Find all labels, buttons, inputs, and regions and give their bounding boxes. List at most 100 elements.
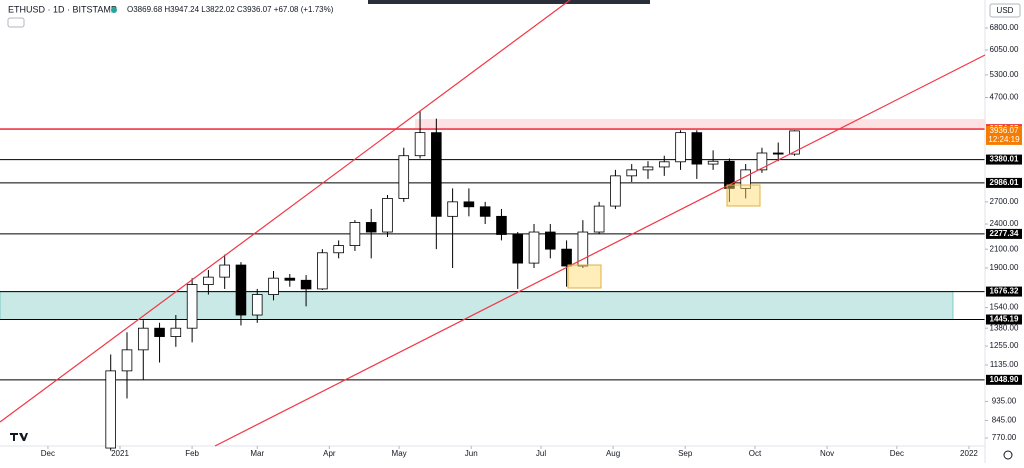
y-tick-label: 935.00 bbox=[992, 397, 1017, 406]
level-label-box bbox=[986, 374, 1022, 385]
candle-body bbox=[154, 327, 165, 337]
zones bbox=[0, 119, 985, 381]
top-bar bbox=[368, 0, 650, 4]
level-label: 1048.90 bbox=[990, 375, 1019, 384]
y-tick-label: 2100.00 bbox=[990, 244, 1019, 253]
candle-body bbox=[479, 206, 491, 217]
candle-body bbox=[447, 201, 458, 217]
candle-body bbox=[365, 222, 377, 233]
level-label-box bbox=[986, 314, 1022, 325]
candle-body bbox=[593, 205, 605, 233]
candle-body bbox=[675, 132, 686, 163]
y-tick-label: 1540.00 bbox=[990, 303, 1019, 312]
candle-body bbox=[382, 197, 393, 233]
level-label-box bbox=[986, 154, 1022, 165]
level-label: 1676.32 bbox=[990, 287, 1019, 296]
candle-body bbox=[707, 160, 719, 165]
x-tick-label: Dec bbox=[890, 449, 904, 458]
candle-body bbox=[317, 252, 328, 290]
axes: 3974.253380.012986.012277.341676.321445.… bbox=[41, 23, 1022, 458]
candle-body bbox=[610, 175, 621, 207]
collapse-button[interactable] bbox=[7, 17, 25, 28]
currency[interactable]: USD bbox=[997, 6, 1014, 15]
y-tick-label: 6050.00 bbox=[990, 45, 1019, 54]
resistance-zone bbox=[415, 119, 985, 130]
candle-body bbox=[528, 231, 540, 264]
symbol-title: ETHUSD · 1D · BITSTAMP bbox=[8, 4, 117, 14]
drawings bbox=[0, 0, 986, 447]
candle-body bbox=[203, 276, 214, 285]
candle-body bbox=[137, 327, 149, 351]
settings-button[interactable] bbox=[1003, 450, 1013, 460]
level-label: 2986.01 bbox=[990, 178, 1019, 187]
candle-body bbox=[105, 370, 116, 449]
level-label: 2277.34 bbox=[990, 229, 1019, 238]
x-tick-label: 2021 bbox=[111, 449, 129, 458]
candle-body bbox=[219, 264, 230, 278]
highlight-box bbox=[726, 184, 761, 207]
level-label: 3380.01 bbox=[990, 155, 1019, 164]
y-tick-label: 2400.00 bbox=[990, 219, 1019, 228]
last-price-label: 3936.07 bbox=[990, 126, 1019, 135]
candle-body bbox=[561, 248, 572, 267]
level-label-box bbox=[986, 286, 1022, 297]
candle-body bbox=[414, 132, 426, 157]
currency-button[interactable] bbox=[989, 3, 1021, 18]
level-label: 1445.19 bbox=[990, 315, 1019, 324]
candles bbox=[105, 110, 800, 451]
x-tick-label: Jul bbox=[536, 449, 546, 458]
candle-body bbox=[545, 231, 556, 250]
y-tick-label: 845.00 bbox=[992, 416, 1017, 425]
candle-body bbox=[724, 160, 735, 189]
logo bbox=[10, 433, 28, 441]
x-tick-label: May bbox=[392, 449, 407, 458]
candle-body bbox=[170, 327, 182, 337]
candle-body bbox=[577, 231, 589, 267]
last-price-box bbox=[986, 125, 1022, 145]
candle-body bbox=[284, 277, 296, 281]
y-tick-label: 2700.00 bbox=[990, 197, 1019, 206]
x-tick-label: Aug bbox=[606, 449, 620, 458]
candle-body bbox=[333, 245, 344, 254]
candle-body bbox=[251, 294, 263, 316]
candle-body bbox=[772, 152, 784, 155]
y-tick-label: 770.00 bbox=[992, 433, 1017, 442]
candle-body bbox=[186, 284, 198, 329]
y-tick-label: 1135.00 bbox=[990, 360, 1019, 369]
candle-body bbox=[431, 132, 442, 217]
level-label-box bbox=[986, 177, 1022, 188]
candle-body bbox=[658, 161, 670, 168]
candle-body bbox=[496, 215, 507, 235]
candle-body bbox=[349, 222, 361, 247]
y-tick-label: 1900.00 bbox=[990, 263, 1019, 272]
x-tick-label: Feb bbox=[185, 449, 199, 458]
y-tick-label: 6800.00 bbox=[990, 23, 1019, 32]
candle-body bbox=[121, 349, 133, 372]
candle-body bbox=[642, 166, 654, 171]
x-tick-label: Mar bbox=[250, 449, 264, 458]
candle-body bbox=[626, 169, 637, 177]
x-tick-label: Apr bbox=[323, 449, 336, 458]
x-tick-label: Sep bbox=[678, 449, 693, 458]
x-tick-label: 2022 bbox=[960, 449, 978, 458]
y-tick-label: 1380.00 bbox=[990, 323, 1019, 332]
x-tick-label: Nov bbox=[820, 449, 834, 458]
candle-body bbox=[756, 152, 768, 171]
status-dot bbox=[111, 7, 117, 13]
y-tick-label: 4700.00 bbox=[990, 93, 1019, 102]
x-tick-label: Oct bbox=[749, 449, 762, 458]
ohlc-legend: O3869.68 H3947.24 L3822.02 C3936.07 +67.… bbox=[127, 5, 334, 14]
support-zone bbox=[0, 291, 954, 320]
candle-body bbox=[463, 201, 475, 208]
countdown: 12:24:19 bbox=[988, 135, 1020, 144]
y-tick-label: 5300.00 bbox=[990, 70, 1019, 79]
candle-body bbox=[300, 279, 312, 290]
candle-body bbox=[268, 277, 279, 295]
level-label-box bbox=[986, 228, 1022, 239]
candle-body bbox=[789, 130, 800, 155]
candle-body bbox=[691, 132, 703, 165]
channel-line bbox=[0, 0, 571, 423]
